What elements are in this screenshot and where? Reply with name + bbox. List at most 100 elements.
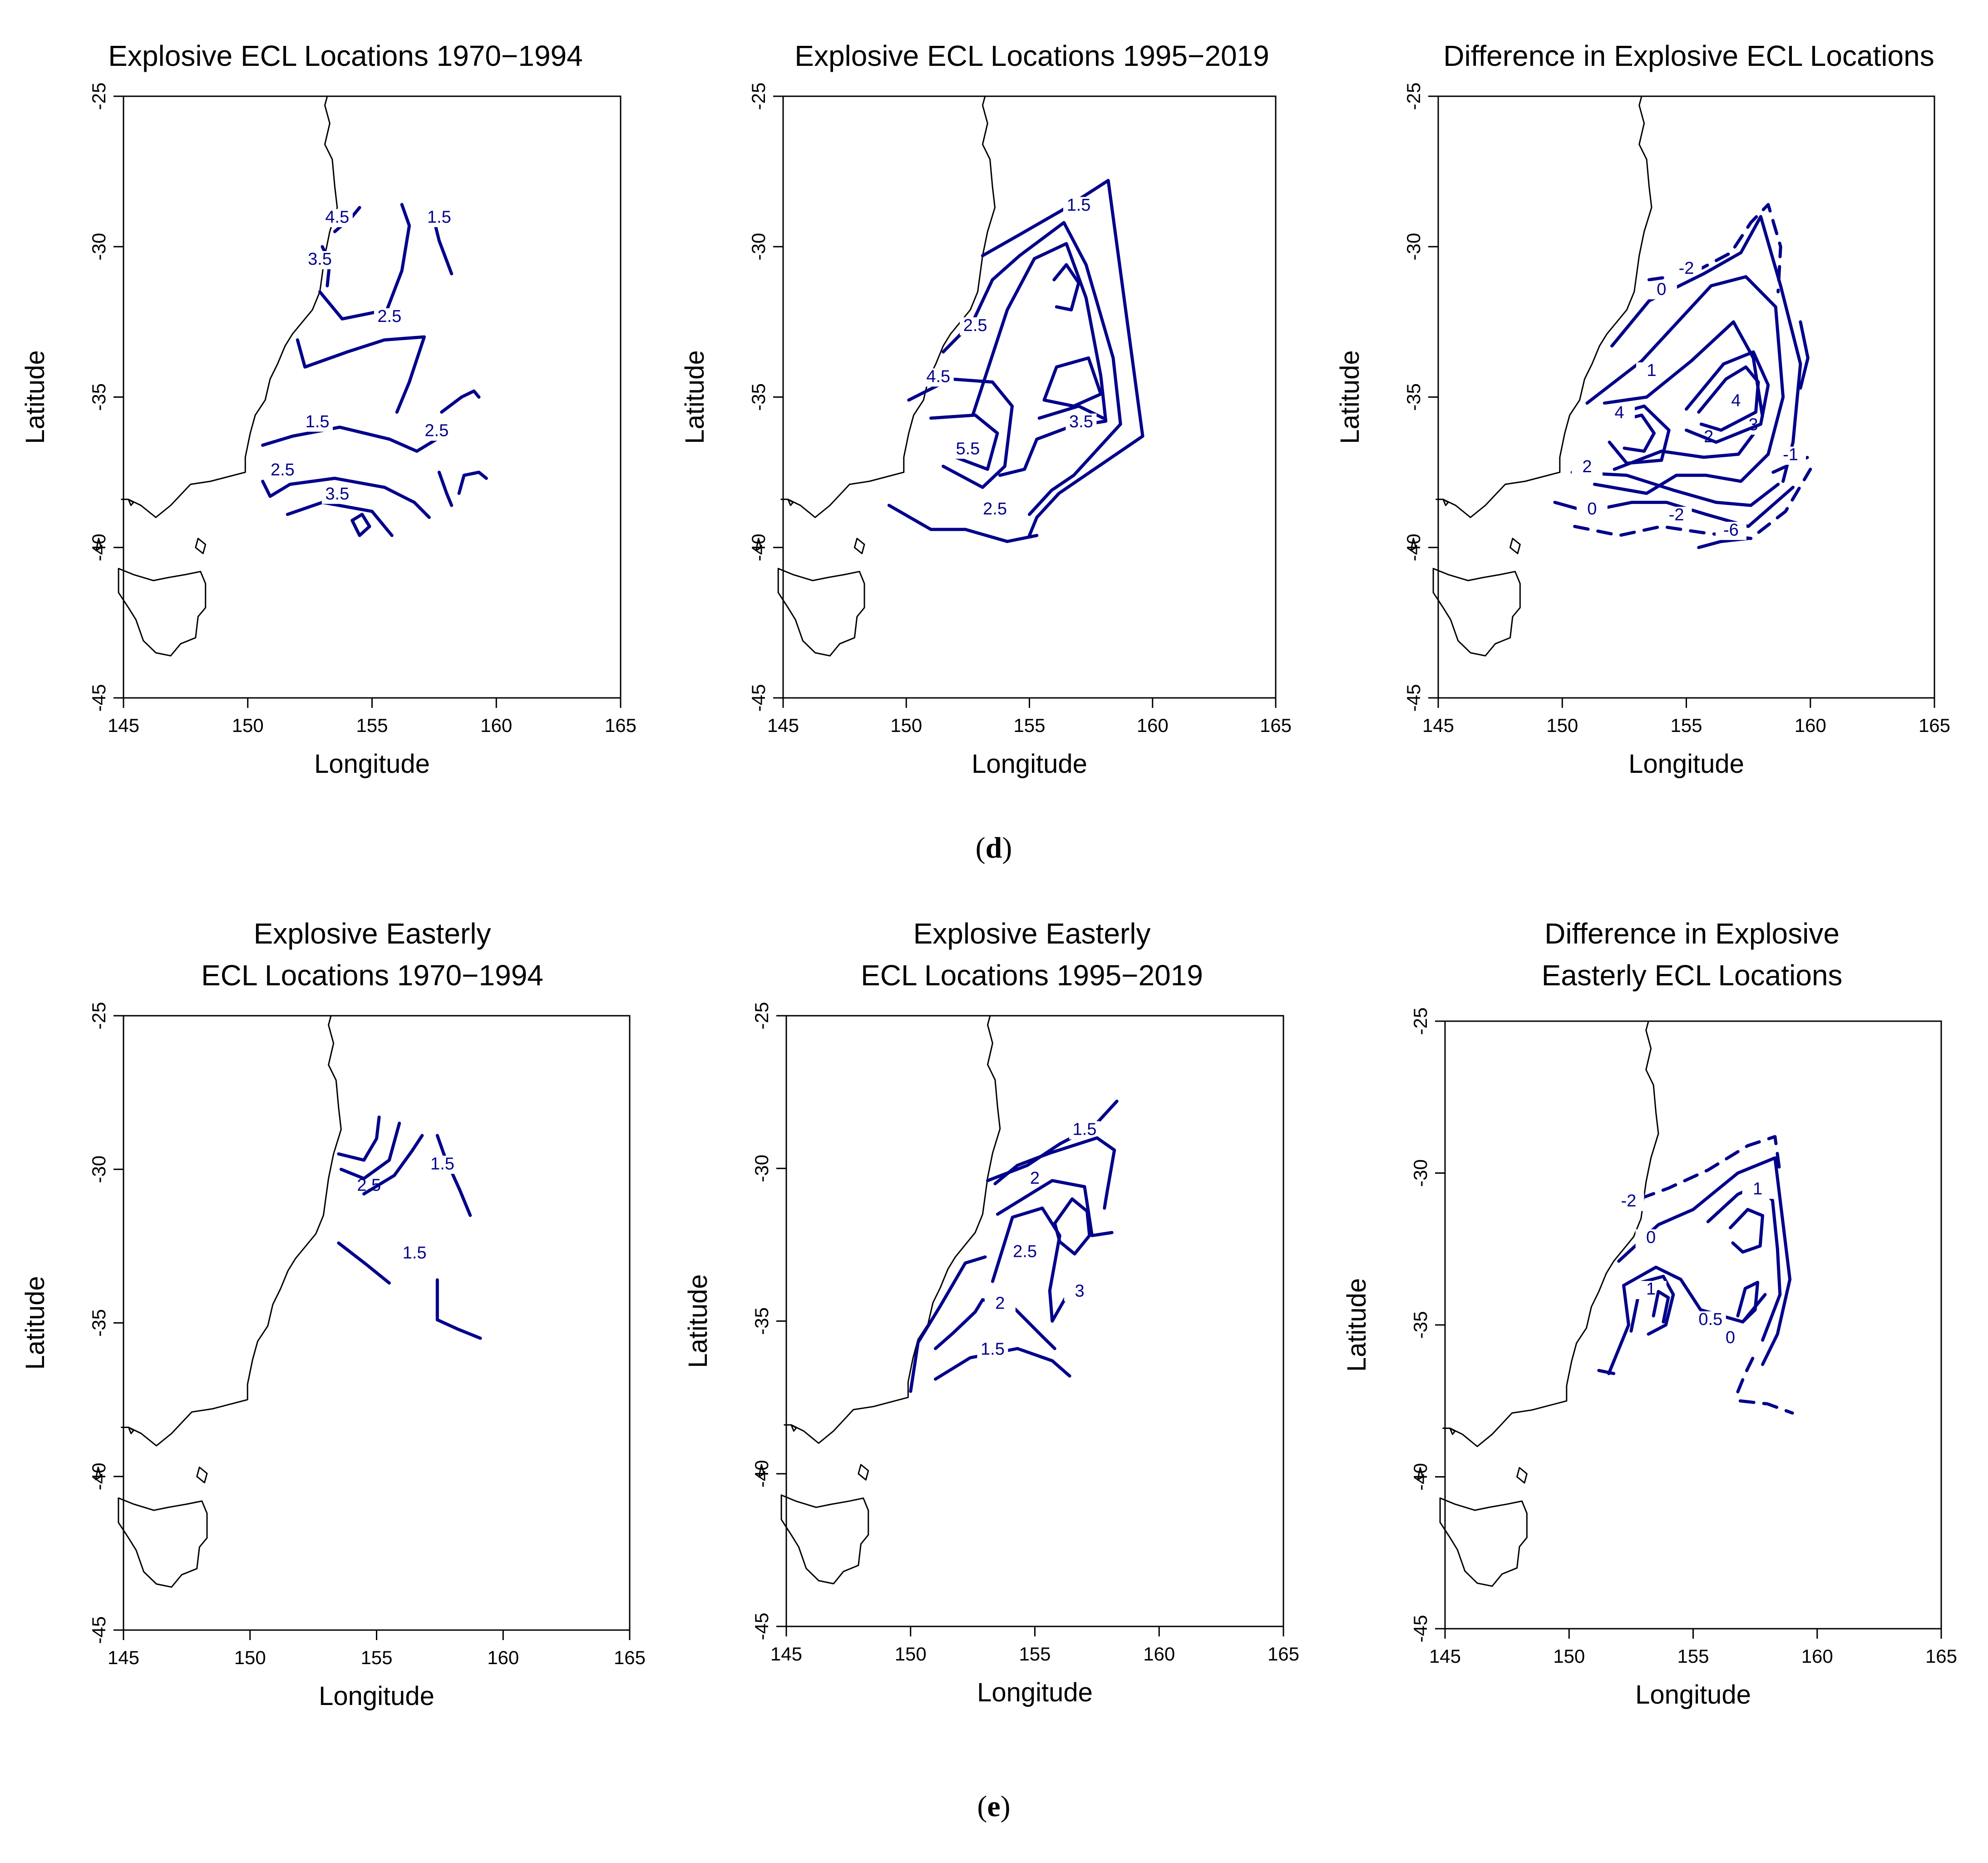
contour-line <box>1570 470 1780 507</box>
contour-line <box>362 1134 424 1196</box>
contour-line <box>261 476 431 519</box>
tasmania-coast <box>777 568 865 657</box>
contour-label: -2 <box>1621 1191 1637 1211</box>
x-tick-label: 160 <box>1143 1643 1175 1665</box>
x-tick-label: 155 <box>1677 1646 1709 1667</box>
y-tick-label: -45 <box>88 1616 109 1644</box>
contour-line <box>909 1255 987 1393</box>
contour-label: 5.5 <box>956 439 980 458</box>
contour-line <box>1585 275 1785 495</box>
x-tick-label: 150 <box>232 715 264 736</box>
contour-label: -1 <box>1783 445 1798 465</box>
contour-line <box>996 1179 1114 1237</box>
coastline <box>95 96 338 657</box>
panel-ecl-1995-2019: Explosive ECL Locations 1995−2019 145 150… <box>680 40 1292 779</box>
contour-line <box>318 203 411 321</box>
island-coast <box>1442 499 1449 506</box>
panel-easterly-1970-1994: Explosive Easterly ECL Locations 1970−19… <box>20 917 646 1711</box>
x-tick-label: 150 <box>234 1647 266 1668</box>
contour-label-bg <box>1063 197 1094 215</box>
contour-label: 2.5 <box>963 316 987 335</box>
island-coast <box>195 538 207 554</box>
panel-title-line: Difference in Explosive <box>1544 917 1840 950</box>
contour-label-bg <box>1009 1243 1041 1262</box>
island-coast <box>1516 1467 1528 1484</box>
y-tick-label: -30 <box>1410 1159 1431 1187</box>
x-tick-label: 150 <box>895 1643 927 1665</box>
x-tick-label: 160 <box>487 1647 519 1668</box>
y-tick-label: -25 <box>748 83 769 110</box>
contour-label-bg <box>427 1156 458 1174</box>
island-coast <box>95 1467 102 1480</box>
contour-label: 1.5 <box>1067 196 1091 215</box>
panel-title-line-2: ECL Locations 1970−1994 <box>201 959 543 992</box>
x-tick-label: 165 <box>614 1647 646 1668</box>
y-tick-label: -40 <box>88 1463 109 1490</box>
contour-label: 3 <box>1075 1282 1084 1301</box>
y-axis-label: Latitude <box>1335 350 1365 444</box>
y-tick-label: -45 <box>1403 684 1424 712</box>
x-tick-label: 145 <box>770 1643 802 1665</box>
contour-line <box>1738 1399 1794 1415</box>
contour-line <box>1617 1135 1782 1208</box>
y-tick-label: -30 <box>88 1156 109 1183</box>
contour-line <box>1706 1183 1782 1342</box>
contour-label-bg <box>1576 500 1608 519</box>
island-coast <box>790 1424 797 1432</box>
x-axis-label: Longitude <box>977 1678 1093 1707</box>
contour-line <box>1736 1357 1755 1394</box>
contour-line <box>986 1099 1119 1182</box>
contour-line <box>435 1278 482 1340</box>
panel-title-line-2: ECL Locations 1995−2019 <box>861 959 1203 992</box>
contour-line <box>991 1206 1071 1323</box>
contour-label: 4 <box>1614 403 1624 422</box>
contour-line <box>934 1298 1056 1350</box>
panel-title-line: Difference in Explosive ECL Locations <box>1443 40 1934 72</box>
contour-label-bg <box>424 209 455 227</box>
contour-label-bg <box>1635 1229 1667 1248</box>
contour-line <box>971 242 1108 477</box>
x-tick-label: 165 <box>1268 1643 1299 1665</box>
coastline <box>1410 96 1653 657</box>
contour-line <box>1736 1280 1760 1324</box>
mainland-coast <box>784 1015 1001 1444</box>
x-axis-label: Longitude <box>1628 749 1744 779</box>
contour-label: 3.5 <box>308 250 332 269</box>
contour-label-bg <box>1715 522 1746 540</box>
y-axis-label: Latitude <box>1342 1278 1371 1372</box>
coastline <box>758 1015 1001 1585</box>
contour-label: 2.5 <box>424 421 449 440</box>
contour-label-bg <box>1695 1311 1726 1329</box>
contour-label-bg <box>304 251 335 269</box>
contour-label: 1.5 <box>981 1339 1005 1359</box>
mainland-coast <box>121 96 338 518</box>
contour-label: 2 <box>995 1294 1005 1313</box>
y-axis-label: Latitude <box>20 350 50 444</box>
contour-label: 3.5 <box>325 484 349 504</box>
contour-label: 1.5 <box>306 412 330 431</box>
contour-label-bg <box>1603 404 1635 423</box>
panel-title-line: Explosive ECL Locations 1970−1994 <box>108 40 582 72</box>
island-coast <box>787 499 794 506</box>
contour-set: 2.51.51.5 <box>337 1115 482 1340</box>
contour-line <box>440 389 481 414</box>
panel-ecl-1970-1994: Explosive ECL Locations 1970−1994 145 150… <box>20 40 636 779</box>
contour-line <box>1617 1156 1792 1366</box>
island-coast <box>758 1464 765 1478</box>
island-coast <box>1509 538 1521 554</box>
x-tick-label: 160 <box>1137 715 1169 736</box>
island-coast <box>858 1464 869 1481</box>
y-axis-label: Latitude <box>680 350 710 444</box>
y-tick-label: -25 <box>88 83 109 110</box>
panel-title-line: Explosive ECL Locations 1995−2019 <box>794 40 1269 72</box>
contour-label: 1.5 <box>427 208 451 227</box>
x-tick-label: 160 <box>1801 1646 1833 1667</box>
panel-easterly-difference: Difference in Explosive Easterly ECL Loc… <box>1342 917 1957 1710</box>
contour-label-bg <box>302 413 333 432</box>
caption-d-letter: d <box>986 831 1002 865</box>
contour-line <box>993 1136 1116 1210</box>
x-tick-label: 165 <box>1260 715 1292 736</box>
tasmania-coast <box>780 1494 869 1585</box>
contour-line <box>929 413 999 471</box>
